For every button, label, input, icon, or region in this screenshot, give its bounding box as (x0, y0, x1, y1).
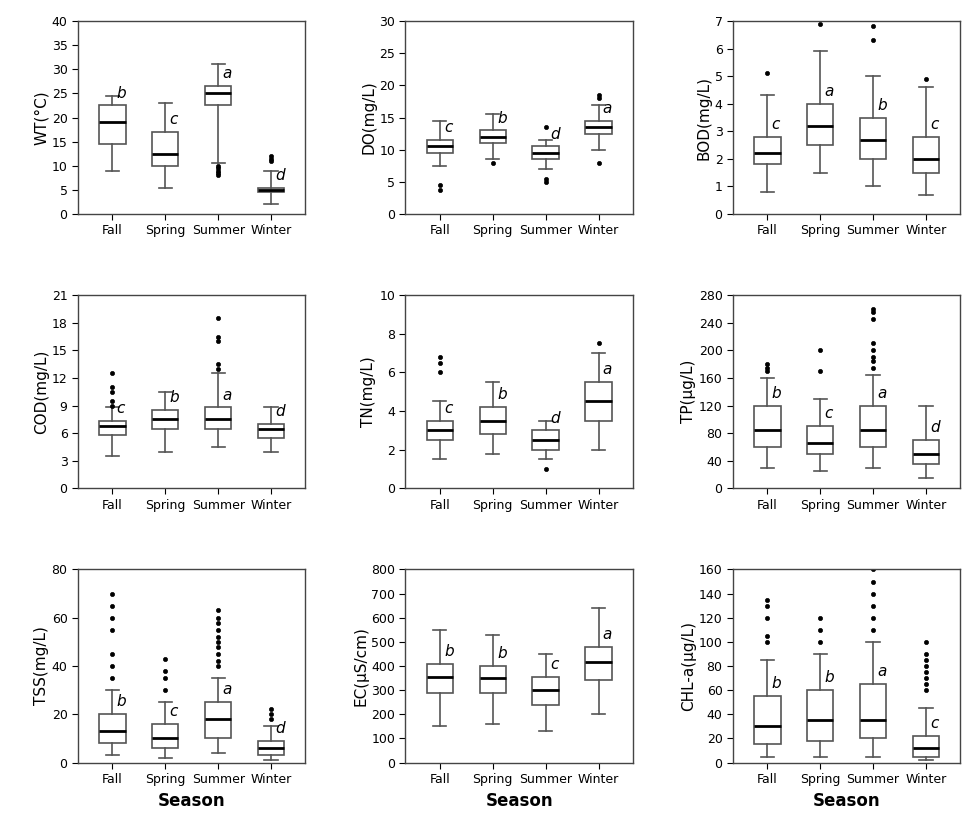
Text: c: c (930, 117, 939, 132)
Text: a: a (878, 665, 886, 680)
Y-axis label: DO(mg/L): DO(mg/L) (362, 80, 376, 154)
Text: a: a (878, 385, 886, 401)
Y-axis label: EC(μS/cm): EC(μS/cm) (353, 626, 369, 706)
Y-axis label: TN(mg/L): TN(mg/L) (362, 356, 376, 427)
PathPatch shape (99, 714, 126, 743)
Text: a: a (603, 627, 612, 642)
PathPatch shape (807, 427, 834, 454)
PathPatch shape (99, 106, 126, 144)
Text: b: b (878, 98, 887, 112)
Text: a: a (825, 84, 834, 99)
Y-axis label: TSS(mg/L): TSS(mg/L) (34, 627, 49, 706)
PathPatch shape (257, 424, 285, 437)
Text: b: b (771, 385, 781, 401)
PathPatch shape (152, 410, 178, 428)
Text: c: c (170, 704, 177, 719)
Text: c: c (444, 120, 452, 135)
PathPatch shape (585, 382, 611, 421)
PathPatch shape (754, 406, 781, 447)
Text: b: b (444, 644, 453, 659)
Text: a: a (222, 387, 232, 402)
PathPatch shape (913, 440, 939, 464)
PathPatch shape (205, 86, 231, 106)
PathPatch shape (99, 422, 126, 435)
Text: b: b (117, 85, 126, 101)
PathPatch shape (532, 677, 559, 705)
PathPatch shape (427, 421, 453, 440)
Text: a: a (222, 66, 232, 81)
PathPatch shape (585, 647, 611, 680)
Text: b: b (771, 676, 781, 691)
Text: a: a (222, 682, 232, 697)
PathPatch shape (913, 137, 939, 173)
Text: d: d (930, 420, 940, 435)
PathPatch shape (205, 407, 231, 428)
Text: c: c (444, 401, 452, 416)
PathPatch shape (480, 666, 506, 692)
PathPatch shape (754, 137, 781, 164)
Text: a: a (603, 362, 612, 377)
Text: d: d (275, 404, 285, 419)
Text: b: b (170, 391, 179, 406)
Y-axis label: TP(μg/L): TP(μg/L) (681, 360, 696, 423)
PathPatch shape (807, 104, 834, 145)
Text: a: a (603, 101, 612, 116)
Text: b: b (497, 111, 507, 126)
PathPatch shape (860, 406, 886, 447)
PathPatch shape (913, 736, 939, 757)
PathPatch shape (532, 147, 559, 159)
PathPatch shape (257, 741, 285, 755)
PathPatch shape (807, 691, 834, 741)
Y-axis label: WT(°C): WT(°C) (34, 91, 49, 145)
Text: c: c (825, 406, 833, 422)
Y-axis label: COD(mg/L): COD(mg/L) (34, 349, 49, 434)
Text: b: b (497, 387, 507, 402)
PathPatch shape (754, 696, 781, 744)
PathPatch shape (205, 702, 231, 738)
PathPatch shape (152, 132, 178, 166)
PathPatch shape (152, 724, 178, 748)
X-axis label: Season: Season (486, 792, 553, 810)
PathPatch shape (427, 664, 453, 692)
X-axis label: Season: Season (158, 792, 225, 810)
Text: b: b (497, 646, 507, 661)
PathPatch shape (860, 117, 886, 159)
PathPatch shape (480, 131, 506, 143)
Text: b: b (117, 695, 126, 710)
Text: c: c (170, 112, 177, 127)
PathPatch shape (480, 407, 506, 434)
PathPatch shape (257, 188, 285, 193)
Text: c: c (930, 716, 939, 732)
Text: d: d (550, 411, 560, 426)
Y-axis label: CHL-a(μg/L): CHL-a(μg/L) (681, 621, 696, 711)
Text: c: c (117, 401, 125, 416)
Text: d: d (550, 127, 560, 142)
PathPatch shape (860, 684, 886, 738)
X-axis label: Season: Season (813, 792, 880, 810)
Text: b: b (825, 670, 834, 685)
PathPatch shape (585, 121, 611, 133)
Text: d: d (275, 721, 285, 736)
PathPatch shape (427, 140, 453, 153)
Y-axis label: BOD(mg/L): BOD(mg/L) (697, 75, 712, 159)
Text: d: d (275, 168, 285, 183)
PathPatch shape (532, 431, 559, 450)
Text: c: c (550, 657, 559, 672)
Text: c: c (771, 117, 780, 132)
